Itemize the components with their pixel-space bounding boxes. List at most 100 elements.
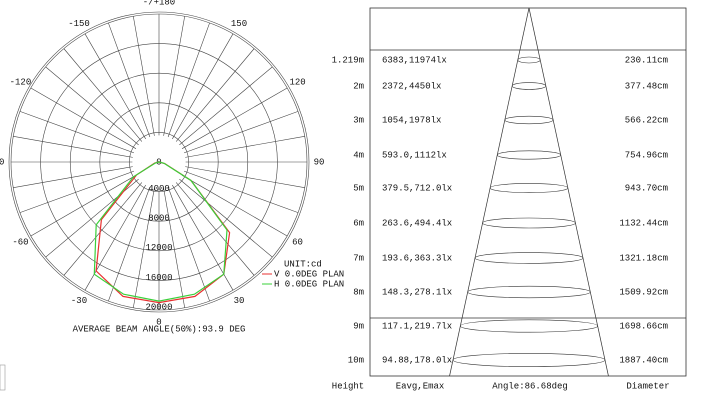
row-illuminance: 148.3,278.1lx — [382, 287, 452, 297]
row-height: 3m — [353, 115, 364, 125]
cone-slice — [511, 82, 547, 90]
angle-tick-label: 150 — [231, 19, 247, 29]
cone-slice — [474, 252, 584, 264]
row-diameter: 754.96cm — [625, 150, 668, 160]
spoke — [179, 178, 273, 258]
row-illuminance: 94.88,178.0lx — [382, 355, 452, 365]
r-tick-label: 16000 — [145, 273, 172, 283]
spoke — [133, 16, 155, 136]
spoke — [30, 87, 137, 149]
grid-circle — [99, 102, 219, 222]
spoke — [84, 184, 146, 291]
row-diameter: 1509.92cm — [619, 287, 668, 297]
cone-slice — [460, 319, 598, 333]
row-illuminance: 2372,4450lx — [382, 81, 441, 91]
row-height: 7m — [353, 253, 364, 263]
r-tick-label: 20000 — [145, 302, 172, 312]
table-frame — [369, 7, 687, 377]
row-diameter: 377.48cm — [625, 81, 668, 91]
spoke — [179, 66, 273, 146]
cone-slice — [496, 150, 562, 160]
spoke — [133, 188, 155, 308]
chart-title: AVERAGE BEAM ANGLE(50%):93.9 DEG — [73, 324, 246, 334]
grid-circle — [69, 72, 249, 252]
spoke — [63, 48, 143, 142]
cone-slice — [489, 183, 569, 193]
angle-tick-label: 90 — [314, 157, 325, 167]
spoke — [13, 166, 133, 188]
row-illuminance: 1054,1978lx — [382, 115, 441, 125]
row-height: 10m — [348, 355, 364, 365]
spoke — [63, 182, 143, 276]
cone-slice — [467, 285, 591, 299]
cone-edge — [528, 7, 609, 377]
row-height: 1.219m — [332, 55, 364, 65]
outer-circle — [8, 11, 310, 313]
spoke — [19, 170, 135, 213]
legend-entry: V 0.0DEG PLAN — [274, 269, 344, 279]
spoke — [163, 16, 185, 136]
row-diameter: 230.11cm — [625, 55, 668, 65]
table-footer: Angle:86.68deg — [492, 381, 568, 391]
angle-tick-label: 0 — [156, 317, 161, 327]
row-diameter: 1132.44cm — [619, 218, 668, 228]
unit-label: UNIT:cd — [284, 259, 322, 269]
spoke — [167, 22, 210, 138]
angle-tick-label: -/+180 — [143, 0, 175, 7]
spoke — [45, 66, 139, 146]
row-illuminance: 117.1,219.7lx — [382, 321, 452, 331]
angle-tick-label: 120 — [289, 77, 305, 87]
spoke — [19, 111, 135, 154]
spoke — [183, 170, 299, 213]
spoke — [163, 188, 185, 308]
row-illuminance: 6383,11974lx — [382, 55, 447, 65]
angle-tick-label: -150 — [68, 19, 90, 29]
cone-slice — [517, 56, 541, 64]
spoke — [181, 175, 288, 237]
frame-fragment — [0, 364, 6, 391]
row-height: 9m — [353, 321, 364, 331]
grid-circle — [10, 13, 308, 311]
spoke — [84, 33, 146, 140]
row-height: 2m — [353, 81, 364, 91]
r-tick-label: 4000 — [148, 184, 170, 194]
angle-tick-label: 30 — [234, 296, 245, 306]
cone-slice — [452, 353, 606, 367]
row-diameter: 566.22cm — [625, 115, 668, 125]
spoke — [185, 136, 305, 158]
spoke — [167, 186, 210, 302]
r-tick-label: 12000 — [145, 243, 172, 253]
spoke — [175, 182, 255, 276]
row-height: 6m — [353, 218, 364, 228]
table-footer: Height — [332, 381, 364, 391]
r-tick-label: 8000 — [148, 214, 170, 224]
angle-tick-label: -30 — [71, 296, 87, 306]
cone-slice — [482, 217, 576, 229]
spoke — [181, 87, 288, 149]
row-height: 5m — [353, 183, 364, 193]
grid-circle — [40, 43, 278, 281]
legend-entry: H 0.0DEG PLAN — [274, 279, 344, 289]
angle-tick-label: 90 — [0, 157, 4, 167]
angle-tick-label: -60 — [12, 237, 28, 247]
spoke — [30, 175, 137, 237]
row-illuminance: 193.6,363.3lx — [382, 253, 452, 263]
cone-slice — [504, 115, 554, 125]
table-footer: Diameter — [626, 381, 669, 391]
row-illuminance: 263.6,494.4lx — [382, 218, 452, 228]
table-footer: Eavg,Emax — [396, 381, 445, 391]
row-illuminance: 379.5,712.0lx — [382, 183, 452, 193]
spoke — [172, 184, 234, 291]
curve — [93, 161, 228, 302]
spoke — [183, 111, 299, 154]
grid-circle — [129, 132, 189, 192]
row-diameter: 1887.40cm — [619, 355, 668, 365]
row-illuminance: 593.0,1112lx — [382, 150, 447, 160]
row-height: 4m — [353, 150, 364, 160]
spoke — [108, 22, 151, 138]
row-diameter: 1321.18cm — [619, 253, 668, 263]
angle-tick-label: 60 — [292, 237, 303, 247]
row-diameter: 943.70cm — [625, 183, 668, 193]
cone-edge — [449, 7, 530, 377]
